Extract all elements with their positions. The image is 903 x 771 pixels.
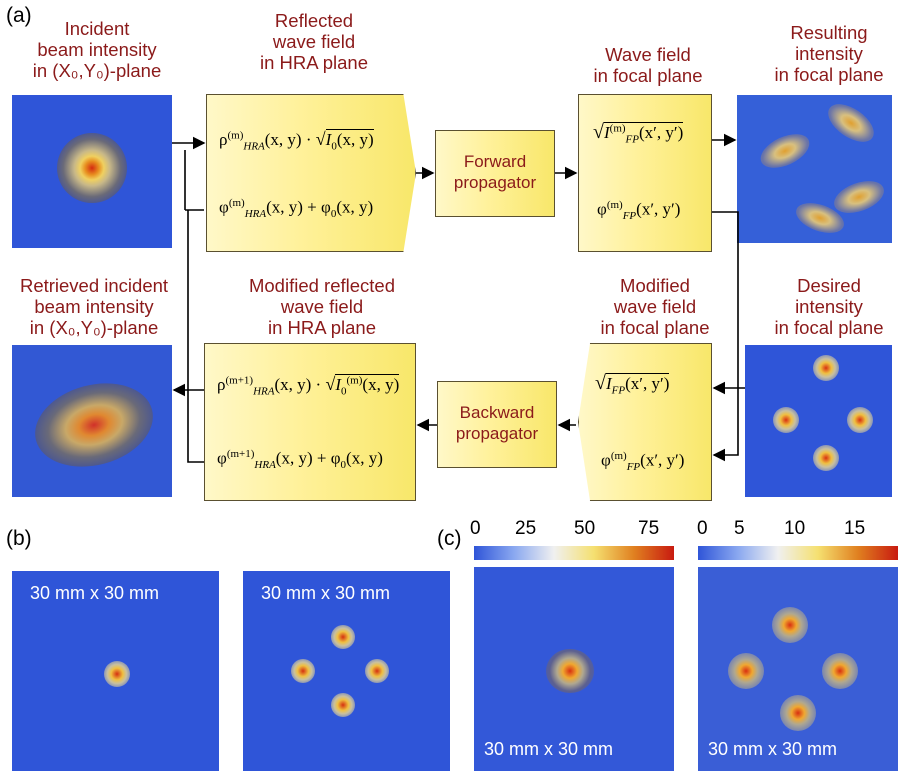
modified-reflected-box: ρ(m+1)HRA(x, y) · √I0(m)(x, y) φ(m+1)HRA… [204,343,416,501]
caption-incident: Incident beam intensity in (X₀,Y₀)-plane [32,18,162,81]
cb-right-tick-2: 10 [784,518,806,539]
caption-modified-reflected: Modified reflected wave field in HRA plane [248,275,396,338]
b-right-tile: 30 mm x 30 mm [243,571,450,771]
resulting-intensity-image [737,95,892,243]
caption-desired: Desired intensity in focal plane [774,275,884,338]
modified-focal-phase-formula: φ(m)FP(x′, y′) [601,450,685,474]
cb-left-tick-0: 0 [470,518,481,539]
panel-label-a: (a) [6,4,32,27]
forward-propagator-label: Forward propagator [453,152,537,192]
incident-beam-image [12,95,172,248]
focal-amplitude-formula: √I(m)FP(x′, y′) [593,121,684,146]
cb-left-tick-3: 75 [638,518,660,539]
colorbar-right [698,546,898,560]
c-right-tile: 30 mm x 30 mm [698,567,898,771]
cb-right-tick-1: 5 [734,518,745,539]
focal-field-box: √I(m)FP(x′, y′) φ(m)FP(x′, y′) [578,94,712,252]
cb-left-tick-2: 50 [574,518,596,539]
caption-reflected: Reflected wave field in HRA plane [260,10,368,73]
b-left-tile: 30 mm x 30 mm [12,571,219,771]
cb-left-tick-1: 25 [515,518,537,539]
modified-reflected-amplitude-formula: ρ(m+1)HRA(x, y) · √I0(m)(x, y) [217,374,400,398]
caption-retrieved: Retrieved incident beam intensity in (X₀,Y… [19,275,169,338]
b-right-scale: 30 mm x 30 mm [261,583,391,603]
caption-resulting: Resulting intensity in focal plane [774,22,884,85]
backward-propagator-box: Backward propagator [437,381,557,468]
forward-propagator-box: Forward propagator [435,130,555,217]
focal-phase-formula: φ(m)FP(x′, y′) [597,199,681,223]
feedback-to-reflected [187,210,204,463]
c-left-tile: 30 mm x 30 mm [474,567,674,771]
modified-focal-box: √IFP(x′, y′) φ(m)FP(x′, y′) [578,343,712,501]
caption-modified-wave: Modified wave field in focal plane [600,275,710,338]
backward-propagator-label: Backward propagator [455,403,539,443]
retrieved-beam-image [12,345,172,497]
cb-right-tick-0: 0 [697,518,708,539]
reflected-phase-formula: φ(m)HRA(x, y) + φ0(x, y) [219,197,374,221]
reflected-field-box: ρ(m)HRA(x, y) · √I0(x, y) φ(m)HRA(x, y) … [206,94,416,252]
panel-label-c: (c) [437,527,462,550]
modified-focal-amplitude-formula: √IFP(x′, y′) [595,372,670,397]
caption-wave-focal: Wave field in focal plane [593,44,703,86]
phase-feedback-line [712,211,739,462]
reflected-amplitude-formula: ρ(m)HRA(x, y) · √I0(x, y) [219,129,374,153]
b-left-scale: 30 mm x 30 mm [30,583,160,603]
colorbar-left [474,546,674,560]
desired-intensity-image [745,345,892,497]
modified-reflected-phase-formula: φ(m+1)HRA(x, y) + φ0(x, y) [217,448,383,472]
cb-right-tick-3: 15 [844,518,866,539]
c-left-scale: 30 mm x 30 mm [484,739,614,759]
c-right-scale: 30 mm x 30 mm [708,739,838,759]
panel-label-b: (b) [6,527,32,550]
